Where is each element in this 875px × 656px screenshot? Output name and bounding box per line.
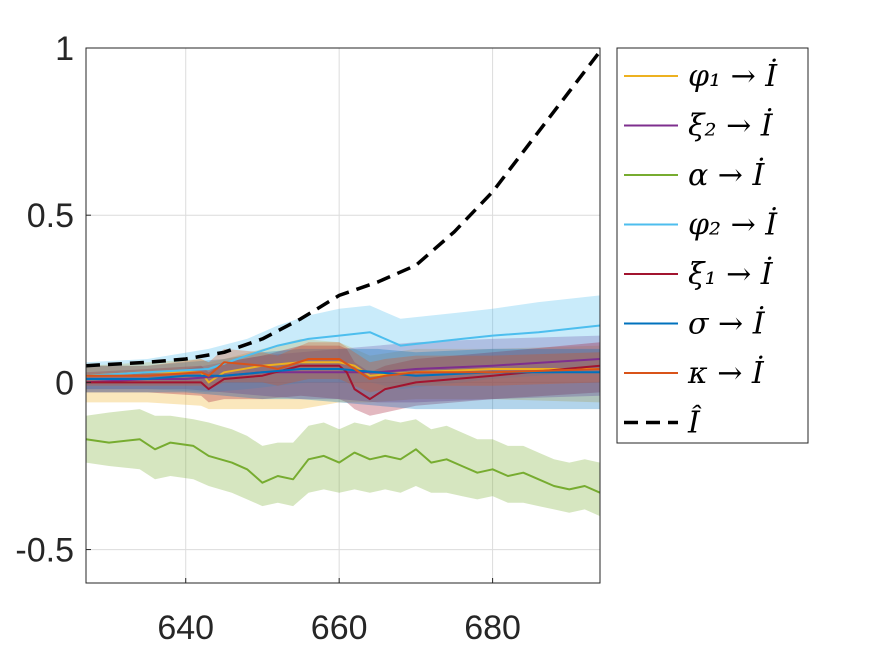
legend-box: [616, 47, 809, 444]
band-series-3: [86, 295, 600, 393]
y-tick-label-1: 0: [55, 364, 74, 402]
band-series-6: [86, 342, 600, 393]
line-series-7: [85, 50, 602, 368]
legend-label-5: σ → İ: [688, 306, 766, 342]
band-series-4: [86, 342, 600, 416]
line-series-5: [86, 368, 600, 380]
y-tick-label-3: 1: [55, 30, 74, 68]
y-axis-ticks: -0.5 0 0.5 1: [15, 30, 91, 570]
line-series-2: [85, 438, 601, 494]
x-axis-ticks: 640 660 680: [157, 578, 521, 647]
line-series-6: [86, 358, 601, 380]
band-series-2: [86, 409, 600, 517]
legend-label-3: φ₂ → İ: [688, 207, 778, 243]
x-tick-label-1: 660: [311, 609, 368, 647]
legend-label-0: φ₁ → İ: [688, 58, 778, 94]
legend-label-7: Î: [687, 405, 702, 441]
line-series-1: [85, 358, 601, 384]
legend: φ₁ → İ ξ₂ → İ α → İ φ₂ → İ ξ₁ → İ σ → İ κ → İ Î: [616, 47, 809, 444]
x-tick-label-2: 680: [464, 609, 521, 647]
y-tick-label-0: -0.5: [15, 532, 74, 570]
legend-label-1: ξ₂ → İ: [688, 108, 774, 144]
legend-label-4: ξ₁ → İ: [688, 256, 774, 292]
uncertainty-bands: [86, 295, 600, 517]
x-tick-label-0: 640: [157, 609, 214, 647]
legend-label-2: α → İ: [688, 157, 765, 193]
band-series-5: [86, 348, 600, 410]
band-series-0: [86, 338, 600, 410]
plot-background: [86, 48, 600, 583]
y-tick-label-2: 0.5: [27, 197, 74, 235]
line-series-4: [86, 364, 601, 401]
series-lines: [85, 50, 602, 494]
plot-frame: [85, 47, 601, 584]
legend-label-6: κ → İ: [687, 355, 765, 391]
